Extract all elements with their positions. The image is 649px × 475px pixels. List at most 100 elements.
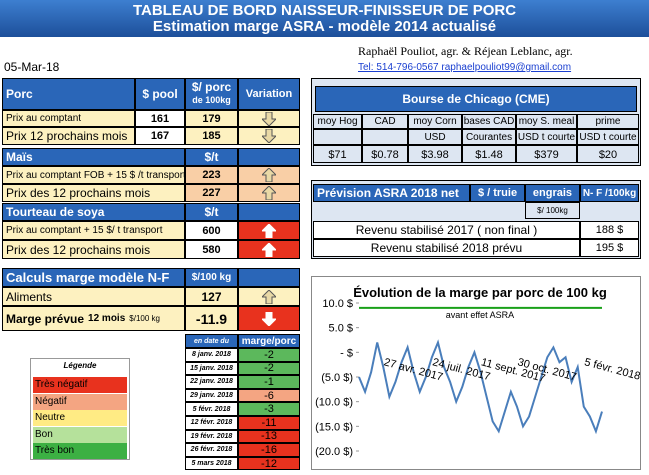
header-cell — [238, 203, 300, 221]
bourse-value: $20 — [577, 145, 639, 163]
legend: Légende Très négatif Négatif Neutre Bon Très… — [30, 358, 130, 460]
margin-cell: -2 — [238, 348, 300, 362]
bourse-unit: USD — [408, 129, 462, 145]
date-cell: 5 mars 2018 — [185, 456, 238, 471]
y-tick-label: 10.0 $ — [322, 298, 353, 310]
row-label: Prix des 12 prochains mois — [2, 184, 185, 202]
y-tick-label: (5.0 $) — [321, 372, 353, 384]
arrow — [262, 311, 276, 326]
cell: 179 — [185, 110, 238, 127]
arrow-cell — [238, 166, 300, 184]
bourse-unit: Courantes — [462, 129, 516, 145]
authors: Raphaël Pouliot, agr. & Réjean Leblanc, … — [358, 44, 573, 58]
arrow-cell — [238, 240, 300, 259]
y-tick-label: 5.0 $ — [329, 323, 353, 335]
legend-item: Très bon — [33, 443, 127, 459]
header-cell: $/t — [185, 203, 238, 221]
bourse-header: bases CAD — [462, 114, 516, 129]
arrow — [262, 289, 276, 304]
date-cell: 5 févr. 2018 — [185, 402, 238, 416]
row-label: Revenu stabilisé 2017 ( non final ) — [313, 221, 580, 239]
arrow — [262, 111, 276, 126]
label: 12 mois — [88, 313, 126, 324]
header-cell: Prévision ASRA 2018 net — [313, 184, 470, 202]
bourse-unit: USD t courte — [516, 129, 577, 145]
arrow-cell — [238, 184, 300, 202]
label: Marge prévue — [6, 311, 85, 326]
header-cell: Maïs — [2, 148, 185, 166]
header-cell: $/ porc de 100kg — [185, 78, 238, 110]
bourse-title: Bourse de Chicago (CME) — [315, 86, 637, 112]
date-cell: 12 févr. 2018 — [185, 416, 238, 430]
bourse-unit: USD t courte — [577, 129, 639, 145]
chart-bg — [312, 277, 640, 469]
header-cell: Variation — [238, 78, 300, 110]
margin-cell: -3 — [238, 402, 300, 416]
legend-item: Très négatif — [33, 377, 127, 393]
row-label: Prix 12 prochains mois — [2, 127, 135, 145]
margin-cell: -12 — [238, 456, 300, 471]
date-cell: 8 janv. 2018 — [185, 348, 238, 362]
legend-item: Bon — [33, 426, 127, 443]
y-tick-label: (20.0 $) — [315, 446, 353, 458]
row-label: Revenu stabilisé 2018 prévu — [313, 239, 580, 257]
bourse-header: prime — [577, 114, 639, 129]
margin-cell: -13 — [238, 429, 300, 444]
header-cell: Calculs marge modèle N-F — [2, 268, 185, 287]
header-cell — [238, 148, 300, 166]
cell: 600 — [185, 221, 238, 240]
header-cell: $/t — [185, 148, 238, 166]
header-cell: en date du — [185, 334, 238, 348]
banner: TABLEAU DE BORD NAISSEUR-FINISSEUR DE PO… — [0, 0, 649, 37]
bourse-value: $1.48 — [462, 145, 516, 163]
bourse-value: $379 — [516, 145, 577, 163]
arrow — [262, 223, 276, 238]
header-cell: $/100 kg — [185, 268, 238, 287]
bourse-header: moy S. meal — [516, 114, 577, 129]
contact[interactable]: Tel: 514-796-0567 raphaelpouliot99@gmail… — [358, 62, 572, 73]
date-cell: 29 janv. 2018 — [185, 388, 238, 403]
chart: Évolution de la marge par porc de 100 kg… — [311, 276, 641, 470]
cell: 188 $ — [580, 221, 639, 239]
header-cell: marge/porc — [238, 334, 300, 348]
row-label: Prix des 12 prochains mois — [2, 240, 185, 259]
margin-cell: -2 — [238, 361, 300, 376]
header-cell: engrais — [525, 184, 580, 202]
header-cell: $ / truie — [470, 184, 525, 202]
arrow — [262, 168, 276, 182]
margin-cell: -1 — [238, 375, 300, 389]
bourse-value: $3.98 — [408, 145, 462, 163]
cell: -11.9 — [185, 306, 238, 331]
date-cell: 19 févr. 2018 — [185, 429, 238, 444]
cell: 580 — [185, 240, 238, 259]
legend-item: Négatif — [33, 393, 127, 410]
cell: 161 — [135, 110, 185, 127]
row-label: Aliments — [2, 287, 185, 306]
row-label: Prix au comptant + 15 $/ t transport — [2, 221, 185, 240]
arrow-cell — [238, 110, 300, 127]
arrow-cell — [238, 221, 300, 240]
cell: 167 — [135, 127, 185, 145]
arrow-cell — [238, 306, 300, 331]
date-cell: 22 janv. 2018 — [185, 375, 238, 389]
header-cell — [238, 268, 300, 287]
chart-title: Évolution de la marge par porc de 100 kg — [353, 285, 607, 300]
reference-label: avant effet ASRA — [446, 310, 514, 320]
legend-item: Neutre — [33, 410, 127, 426]
bourse-unit — [313, 129, 362, 145]
date: 05-Mar-18 — [4, 60, 60, 74]
bourse-value: $0.78 — [362, 145, 408, 163]
row-label: Prix au comptant — [2, 110, 135, 127]
arrow — [262, 186, 276, 200]
date-cell: 15 janv. 2018 — [185, 361, 238, 376]
y-tick-label: (15.0 $) — [315, 421, 353, 433]
subtitle: Estimation marge ASRA - modèle 2014 actu… — [152, 17, 497, 35]
legend-title: Légende — [63, 361, 97, 370]
cell: 195 $ — [580, 239, 639, 257]
y-tick-label: (10.0 $) — [315, 397, 353, 409]
margin-cell: -11 — [238, 416, 300, 430]
y-tick-label: - $ — [340, 347, 353, 359]
header-text: $/ porc — [191, 80, 232, 94]
arrow — [262, 129, 276, 143]
arrow — [262, 242, 276, 257]
